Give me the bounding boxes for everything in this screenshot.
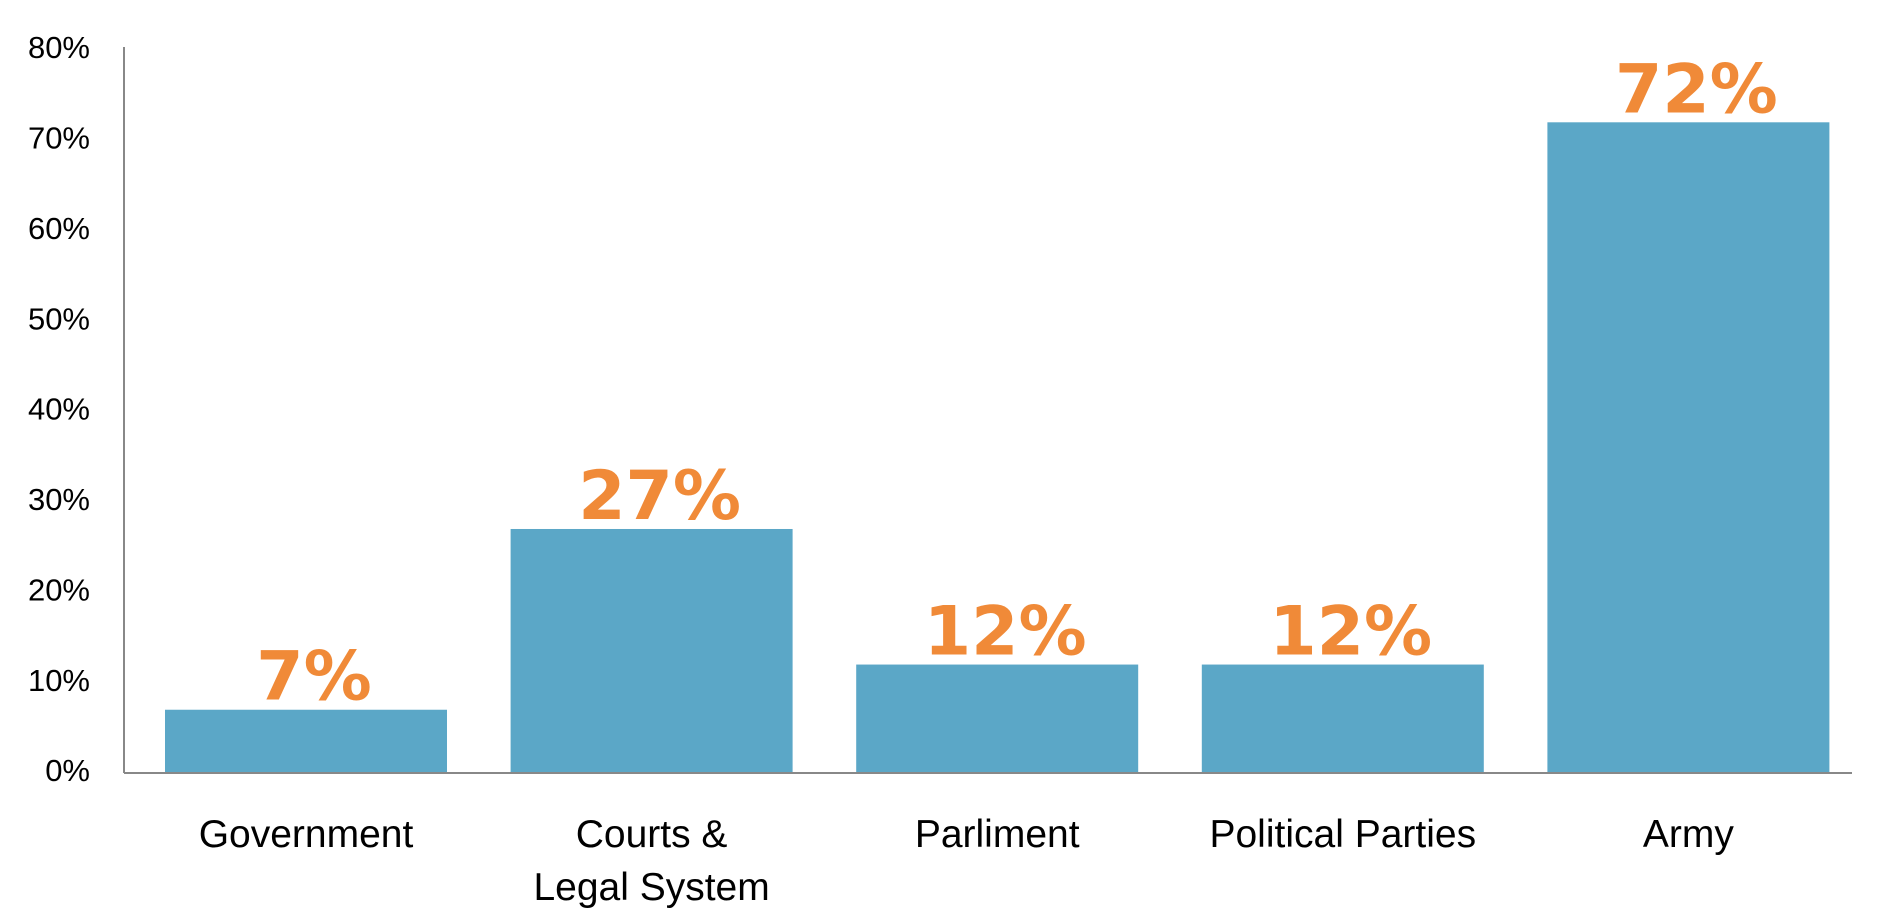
bar xyxy=(856,664,1139,773)
y-tick-label: 30% xyxy=(28,482,90,517)
x-tick-label: Army xyxy=(1642,813,1734,856)
y-tick-label: 70% xyxy=(28,121,90,156)
y-tick-label: 0% xyxy=(45,753,90,788)
bar xyxy=(165,709,447,773)
y-tick-label: 20% xyxy=(28,572,90,607)
y-tick-label: 10% xyxy=(28,663,90,698)
x-tick-label: Political Parties xyxy=(1209,813,1477,856)
y-tick-label: 50% xyxy=(28,301,90,336)
y-tick-label: 60% xyxy=(28,211,90,246)
value-label: 27% xyxy=(578,457,741,536)
x-tick-label: Courts & Legal System xyxy=(533,813,770,909)
y-tick-label: 40% xyxy=(28,392,90,427)
y-tick-label: 80% xyxy=(28,30,90,65)
bar xyxy=(1547,122,1830,774)
x-tick-label: Parliment xyxy=(914,813,1080,856)
value-label: 12% xyxy=(1269,593,1432,672)
bar xyxy=(1201,664,1484,773)
value-label: 72% xyxy=(1615,50,1778,129)
bar xyxy=(510,528,793,773)
x-tick-label: Government xyxy=(198,813,414,856)
value-label: 7% xyxy=(256,638,371,717)
value-label: 12% xyxy=(924,593,1087,672)
